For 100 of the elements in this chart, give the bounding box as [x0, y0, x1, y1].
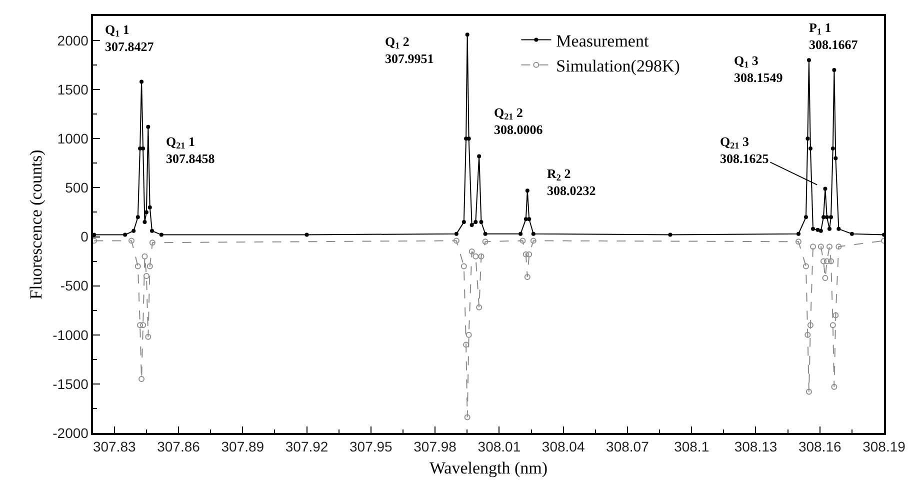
point [483, 232, 488, 236]
x-tick-label: 308.19 [862, 438, 906, 455]
point [804, 332, 811, 338]
x-tick-label: 307.92 [285, 438, 328, 455]
y-tick-label: -2000 [52, 424, 89, 441]
point [802, 263, 809, 270]
point [136, 215, 140, 220]
point [476, 304, 482, 310]
annotation: Q$_{21}$ 3 308.1625 [720, 134, 770, 166]
point [143, 273, 150, 280]
point [148, 205, 152, 210]
point [531, 232, 536, 236]
point [827, 226, 832, 231]
annotation: Q$_{1}$ 3 308.1549 [734, 53, 784, 85]
point [474, 220, 478, 224]
point [796, 232, 800, 236]
point [826, 244, 832, 250]
x-tick-label: 308.07 [606, 438, 650, 455]
point [462, 220, 466, 224]
y-tick-label: 0 [80, 228, 89, 245]
point [144, 210, 148, 214]
point [795, 238, 802, 245]
y-tick-label: 2000 [57, 32, 89, 48]
legend-label: Measurement [556, 31, 649, 50]
point [834, 156, 838, 160]
point [140, 322, 146, 328]
y-tick-label: -1500 [52, 376, 89, 392]
point [823, 186, 828, 191]
point [811, 226, 816, 231]
point [137, 322, 144, 328]
point [146, 263, 153, 270]
y-tick-label: -1000 [52, 326, 89, 343]
y-tick-label: 1500 [57, 81, 89, 98]
point [806, 388, 812, 395]
x-tick-label: 308.13 [734, 438, 778, 455]
point [468, 248, 475, 254]
point [464, 414, 470, 420]
point [836, 244, 842, 250]
point [150, 228, 154, 233]
point [520, 238, 526, 244]
point [128, 238, 134, 244]
point [824, 258, 830, 264]
point [472, 253, 479, 260]
point [470, 222, 474, 227]
annotation: P$_{1}$ 1 308.1667 [809, 20, 858, 52]
point [482, 238, 488, 245]
annotation: Q$_{21}$ 2 308.0006 [494, 105, 544, 137]
x-tick-label: 308.01 [478, 438, 521, 455]
point [526, 251, 532, 258]
point [466, 332, 472, 338]
point [822, 215, 826, 220]
point [530, 238, 536, 244]
legend-label: Simulation(298K) [556, 56, 680, 76]
point [850, 232, 854, 236]
point [142, 220, 147, 224]
y-tick-label: -500 [60, 278, 89, 294]
point [822, 274, 828, 281]
point [830, 322, 836, 328]
x-tick-label: 307.98 [414, 438, 457, 455]
point [479, 220, 484, 224]
point [453, 238, 460, 244]
point [518, 232, 523, 236]
point [145, 334, 152, 340]
x-tick-label: 307.83 [92, 438, 136, 455]
point [477, 154, 482, 158]
point [824, 215, 829, 220]
point [832, 68, 836, 72]
x-tick-label: 307.86 [157, 438, 200, 455]
point [93, 232, 96, 237]
point [142, 253, 148, 260]
point [524, 274, 530, 280]
point [466, 136, 471, 141]
point [149, 240, 156, 246]
point [828, 215, 833, 220]
annotation: Q$_{21}$ 1 307.8458 [166, 134, 216, 166]
point [522, 251, 529, 258]
x-tick-label: 308.04 [542, 438, 585, 455]
point [818, 228, 823, 233]
point [123, 232, 128, 237]
point [527, 217, 532, 222]
point [146, 124, 150, 129]
point [830, 146, 835, 150]
point [524, 217, 528, 222]
x-tick-label: 307.89 [221, 438, 264, 455]
point [828, 258, 834, 264]
annotation: Q$_{1}$ 1 307.8427 [105, 22, 154, 54]
point [818, 244, 824, 250]
point [806, 136, 810, 141]
point [140, 80, 144, 84]
point [820, 258, 826, 264]
point [460, 263, 467, 270]
point [831, 384, 838, 390]
point [138, 376, 145, 382]
y-tick-label: 1000 [57, 130, 89, 147]
point [525, 188, 530, 193]
point [134, 263, 141, 270]
point [832, 312, 839, 318]
x-tick-label: 308.16 [798, 438, 842, 455]
annotation: Q$_{1}$ 2 307.9951 [385, 34, 434, 66]
annotation: R$_{2}$ 2 308.0232 [547, 166, 596, 198]
